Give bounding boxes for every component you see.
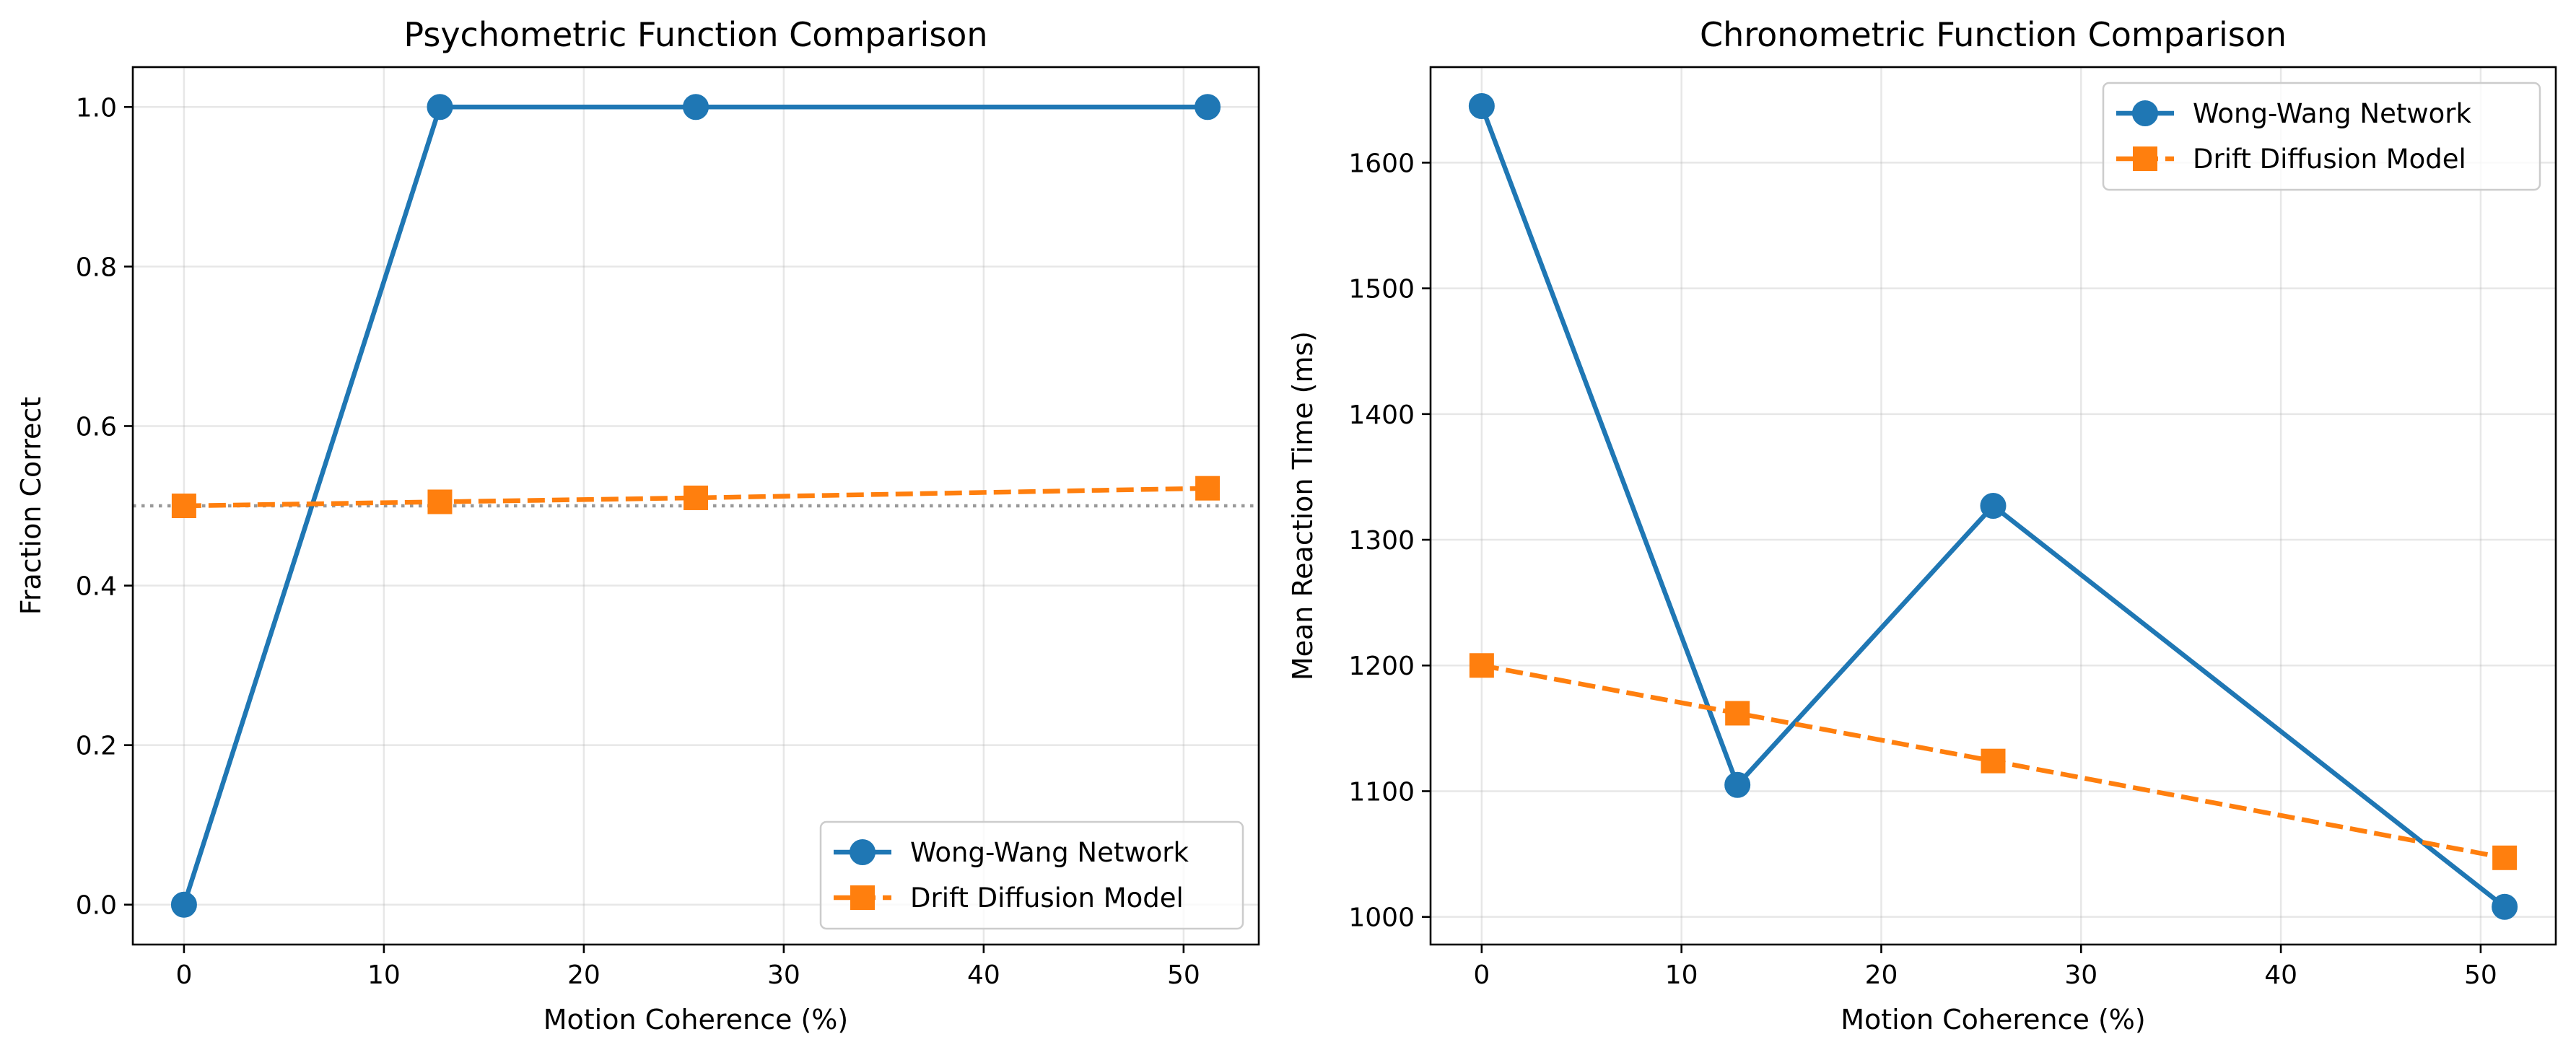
y-tick-label: 0.2 <box>76 732 117 761</box>
data-point <box>2492 845 2518 870</box>
x-tick-label: 40 <box>967 960 1000 990</box>
psychometric-chart: Psychometric Function Comparison Motion … <box>15 15 1260 1035</box>
legend-marker-swatch <box>2132 100 2158 126</box>
series-drift-diffusion <box>1469 653 2518 870</box>
series-wong-wang <box>1468 93 2518 920</box>
legend-label: Wong-Wang Network <box>2193 98 2471 129</box>
y-tick-label: 0.0 <box>76 891 117 921</box>
y-axis-label: Fraction Correct <box>15 397 47 615</box>
series-line <box>1481 663 2505 860</box>
chart-title: Chronometric Function Comparison <box>1700 15 2287 54</box>
legend-label: Drift Diffusion Model <box>2193 144 2466 175</box>
x-tick-label: 10 <box>367 960 401 990</box>
y-tick-label: 0.6 <box>76 412 117 442</box>
legend: Wong-Wang Network Drift Diffusion Model <box>819 820 1244 930</box>
legend-frame <box>2102 82 2541 191</box>
x-axis-label: Motion Coherence (%) <box>543 1004 849 1035</box>
y-tick-label: 0.4 <box>76 572 117 602</box>
legend-marker-swatch <box>850 885 875 910</box>
data-point <box>1980 493 2007 519</box>
data-point <box>684 485 708 510</box>
data-point <box>427 489 453 514</box>
y-tick-label: 0.8 <box>76 253 117 282</box>
data-point <box>2492 893 2518 920</box>
y-tick-label: 1000 <box>1348 903 1415 933</box>
y-axis-label: Mean Reaction Time (ms) <box>1287 331 1319 680</box>
y-tick-label: 1600 <box>1348 149 1415 178</box>
y-tick-label: 1100 <box>1348 777 1415 807</box>
x-tick-label: 50 <box>1167 960 1200 990</box>
y-tick-label: 1.0 <box>76 93 117 123</box>
data-point <box>170 891 197 918</box>
x-tick-label: 0 <box>1473 960 1490 990</box>
y-tick-label: 1300 <box>1348 526 1415 556</box>
data-point <box>1469 653 1494 678</box>
data-point <box>171 494 196 518</box>
series-line <box>183 486 1208 509</box>
series-line <box>1479 105 2507 909</box>
x-tick-label: 50 <box>2464 960 2497 990</box>
legend-label: Drift Diffusion Model <box>910 882 1184 914</box>
x-tick-label: 30 <box>2064 960 2097 990</box>
data-point <box>1195 94 1221 121</box>
axis-ticks: 0 10 20 30 40 50 0.0 0.2 0.4 0.6 0.8 1.0 <box>76 93 1200 990</box>
y-tick-label: 1200 <box>1348 652 1415 681</box>
x-axis-label: Motion Coherence (%) <box>1841 1004 2146 1035</box>
plot-frame <box>1429 66 2557 946</box>
legend: Wong-Wang Network Drift Diffusion Model <box>2102 82 2541 191</box>
x-tick-label: 20 <box>1865 960 1898 990</box>
legend-marker-swatch <box>850 839 876 865</box>
x-tick-label: 0 <box>175 960 192 990</box>
plot-frame <box>131 66 1260 946</box>
legend-label: Wong-Wang Network <box>910 837 1189 868</box>
x-tick-label: 10 <box>1665 960 1698 990</box>
data-point <box>683 94 709 121</box>
chart-title: Psychometric Function Comparison <box>403 15 987 54</box>
chronometric-chart: Chronometric Function Comparison Motion … <box>1287 15 2557 1035</box>
data-point <box>427 94 453 121</box>
legend-marker-swatch <box>2133 146 2157 171</box>
y-tick-label: 1400 <box>1348 400 1415 430</box>
legend-frame <box>819 820 1244 930</box>
data-point <box>1725 701 1750 726</box>
series-drift-diffusion <box>171 476 1221 518</box>
data-point <box>1981 748 2006 774</box>
data-point <box>1724 771 1751 798</box>
y-tick-label: 1500 <box>1348 275 1415 305</box>
data-point <box>1468 93 1495 120</box>
axis-ticks: 0 10 20 30 40 50 1000 1100 1200 1300 1400 1500 1600 <box>1348 149 2497 990</box>
data-point <box>1195 476 1221 501</box>
x-tick-label: 30 <box>767 960 800 990</box>
x-tick-label: 20 <box>567 960 601 990</box>
x-tick-label: 40 <box>2264 960 2297 990</box>
